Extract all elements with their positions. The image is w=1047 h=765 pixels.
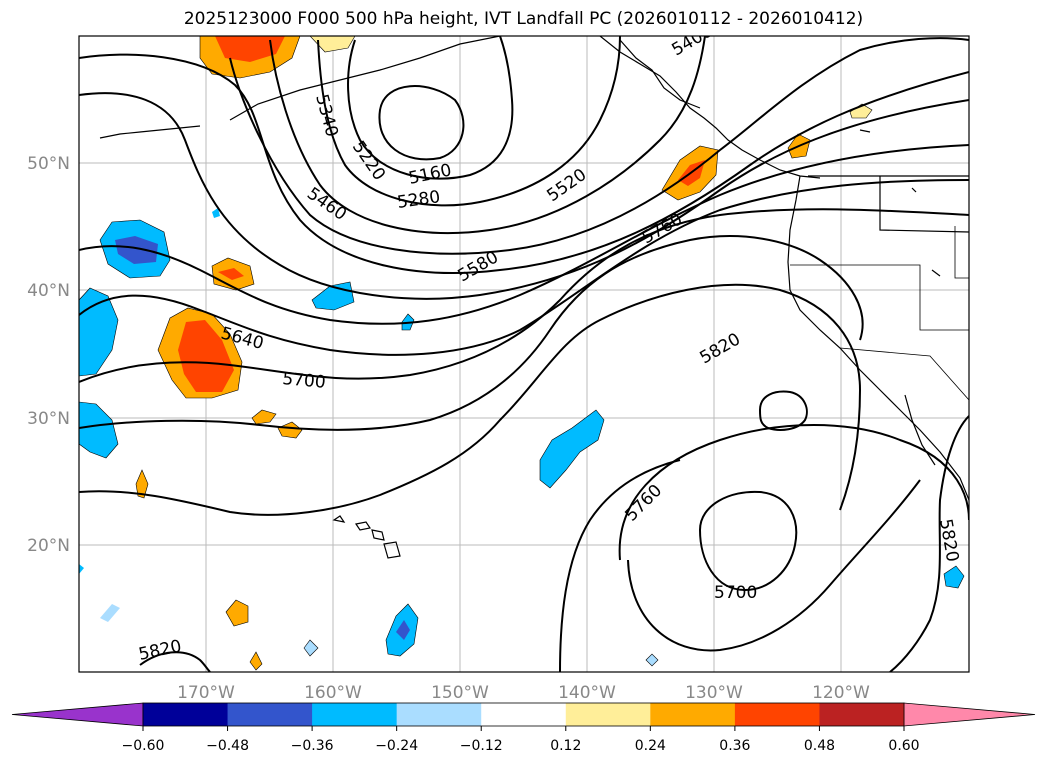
colorbar-tick-label: −0.48	[206, 738, 249, 754]
map-title: 2025123000 F000 500 hPa height, IVT Land…	[183, 9, 864, 29]
colorbar-segment	[481, 703, 567, 726]
coastlines	[99, 36, 969, 559]
lat-label: 40°N	[27, 281, 70, 301]
lon-label: 120°W	[812, 683, 870, 703]
colorbar-border	[142, 702, 905, 727]
lat-label: 30°N	[27, 409, 70, 429]
colorbar-tick-label: −0.12	[460, 738, 503, 754]
latitude-labels: 50°N 40°N 30°N 20°N	[27, 154, 70, 556]
colorbar-over-arrow	[903, 702, 1036, 727]
lon-label: 140°W	[558, 683, 616, 703]
colorbar-tick-label: 0.60	[888, 738, 919, 754]
lon-label: 170°W	[177, 683, 235, 703]
colorbar: −0.60 −0.48 −0.36 −0.24 −0.12 0.12 0.24 0.36 0.4…	[11, 702, 1036, 754]
colorbar-segment	[227, 703, 313, 726]
lon-label: 160°W	[304, 683, 362, 703]
colorbar-under-arrow	[11, 702, 144, 727]
contour-label: 5700	[282, 369, 327, 393]
colorbar-tick-label: 0.12	[550, 738, 581, 754]
longitude-labels: 170°W 160°W 150°W 140°W 130°W 120°W	[177, 683, 870, 703]
colorbar-segment	[650, 703, 736, 726]
colorbar-segment	[312, 703, 398, 726]
lon-label: 150°W	[431, 683, 489, 703]
colorbar-segment	[819, 703, 905, 726]
colorbar-tick-label: −0.24	[375, 738, 418, 754]
ivt-shading	[79, 36, 965, 671]
colorbar-tick-label: 0.24	[635, 738, 666, 754]
colorbar-tick-label: 0.48	[804, 738, 835, 754]
lat-label: 50°N	[27, 154, 70, 174]
colorbar-segment	[143, 703, 229, 726]
colorbar-segment	[565, 703, 651, 726]
lon-label: 130°W	[685, 683, 743, 703]
contour-label: 5700	[714, 583, 757, 603]
colorbar-tick-label: −0.60	[122, 738, 165, 754]
lat-label: 20°N	[27, 536, 70, 556]
height-contours	[79, 36, 969, 672]
colorbar-segment	[396, 703, 482, 726]
map-border	[78, 35, 970, 673]
colorbar-tick-label: 0.36	[719, 738, 750, 754]
colorbar-tick-label: −0.36	[291, 738, 334, 754]
colorbar-segment	[734, 703, 820, 726]
